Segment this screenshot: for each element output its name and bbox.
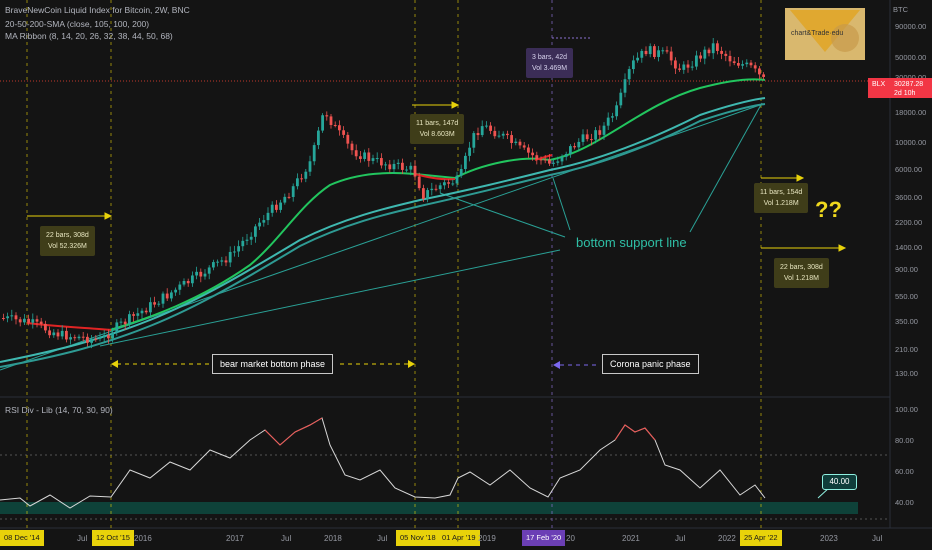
rsi-tick: 80.00 <box>895 436 914 445</box>
bar-countdown: 2d 10h <box>894 90 916 97</box>
time-highlight: 01 Apr '19 <box>438 530 480 546</box>
price-tick: 1400.00 <box>895 243 923 252</box>
note-bars: 11 bars, 154d <box>760 189 803 196</box>
note-bars: 22 bars, 308d <box>780 264 823 271</box>
note-volume: Vol 1.218M <box>783 275 819 282</box>
time-tick: 2023 <box>820 534 838 543</box>
rsi-tick: 40.00 <box>895 498 914 507</box>
price-tick: 6000.00 <box>895 165 923 174</box>
measure-arrows <box>27 101 847 252</box>
support-arrows <box>439 102 763 238</box>
price-tick: 210.00 <box>895 345 918 354</box>
rsi-overbought-2 <box>614 424 656 441</box>
time-tick: Jul <box>377 534 388 543</box>
time-tick: 20 <box>566 534 575 543</box>
rsi-overbought-1 <box>264 417 323 446</box>
question-marks[interactable]: ?? <box>815 197 842 222</box>
corona-phase-arrowhead <box>553 361 560 369</box>
ma-ribbon-upper <box>0 97 766 363</box>
bear-phase-arrowheads <box>111 360 415 368</box>
price-tick: 550.00 <box>895 292 918 301</box>
price-tick: 900.00 <box>895 265 918 274</box>
time-tick: Jul <box>281 534 292 543</box>
price-tick: 18000.00 <box>895 108 927 117</box>
date-markers <box>26 0 762 528</box>
note-volume: Vol 1.218M <box>763 200 799 207</box>
note-bars: 22 bars, 308d <box>46 232 89 239</box>
bear-market-phase-label[interactable]: bear market bottom phase <box>212 354 334 374</box>
chart-title[interactable]: BraveNewCoin Liquid Index for Bitcoin, 2… <box>5 5 190 15</box>
rsi-oversold-zone <box>0 502 858 514</box>
time-tick: 2018 <box>324 534 342 543</box>
time-tick: 2022 <box>718 534 736 543</box>
price-candles[interactable] <box>2 37 765 349</box>
price-value: 30287.28 <box>894 81 924 88</box>
indicator-ribbon-label[interactable]: MA Ribbon (8, 14, 20, 26, 32, 38, 44, 50… <box>5 31 173 41</box>
rsi-line <box>0 417 766 509</box>
rsi-tick: 60.00 <box>895 467 914 476</box>
price-symbol: BLX <box>872 81 886 88</box>
ma-ribbon-lower <box>0 103 766 368</box>
price-tick: 30000.00 <box>895 73 926 82</box>
time-tick: Jul <box>675 534 686 543</box>
sma-red-2 <box>414 173 456 181</box>
last-price-label: BLX 30287.28 2d 10h <box>868 78 932 98</box>
price-tick: 10000.00 <box>895 138 927 147</box>
indicator-rsi-label[interactable]: RSI Div - Lib (14, 70, 30, 90) <box>5 405 113 415</box>
indicator-sma-label[interactable]: 20-50-200-SMA (close, 105, 100, 200) <box>5 19 150 29</box>
rsi-value-badge: 40.00 <box>822 474 857 490</box>
note-volume: Vol 3.469M <box>532 65 568 72</box>
price-tick: 350.00 <box>895 317 918 326</box>
measure-note-3[interactable]: 3 bars, 42d Vol 3.469M <box>526 48 574 78</box>
time-tick: 2017 <box>226 534 244 543</box>
note-volume: Vol 8.603M <box>419 131 455 138</box>
time-highlight: 08 Dec '14 <box>0 530 44 546</box>
currency-label: BTC <box>893 5 908 14</box>
logo-text: chart&Trade·edu <box>791 30 844 37</box>
time-tick: 2016 <box>134 534 152 543</box>
time-highlight: 17 Feb '20 <box>522 530 566 546</box>
price-tick: 50000.00 <box>895 53 927 62</box>
note-bars: 11 bars, 147d <box>416 120 459 127</box>
measure-note-2[interactable]: 11 bars, 147d Vol 8.603M <box>410 114 465 144</box>
time-highlight: 05 Nov '18 <box>396 530 440 546</box>
time-highlight: 12 Oct '15 <box>92 530 134 546</box>
time-tick: 2019 <box>478 534 496 543</box>
measure-note-4[interactable]: 11 bars, 154d Vol 1.218M <box>754 183 809 213</box>
rsi-tick: 100.00 <box>895 405 918 414</box>
price-tick: 90000.00 <box>895 22 927 31</box>
support-line-label[interactable]: bottom support line <box>576 235 687 250</box>
measure-note-5[interactable]: 22 bars, 308d Vol 1.218M <box>774 258 829 288</box>
time-tick: 2021 <box>622 534 640 543</box>
price-tick: 2200.00 <box>895 218 923 227</box>
time-tick: Jul <box>872 534 883 543</box>
support-trendline-2[interactable] <box>99 249 561 347</box>
price-tick: 130.00 <box>895 369 918 378</box>
sma-red-1 <box>26 322 112 331</box>
brand-logo: chart&Trade·edu <box>785 8 865 60</box>
time-tick: Jul <box>77 534 88 543</box>
measure-note-1[interactable]: 22 bars, 308d Vol 52.326M <box>40 226 95 256</box>
time-highlight: 25 Apr '22 <box>740 530 782 546</box>
note-bars: 3 bars, 42d <box>532 54 568 61</box>
price-tick: 3600.00 <box>895 193 923 202</box>
note-volume: Vol 52.326M <box>47 243 87 250</box>
corona-phase-label[interactable]: Corona panic phase <box>602 354 699 374</box>
